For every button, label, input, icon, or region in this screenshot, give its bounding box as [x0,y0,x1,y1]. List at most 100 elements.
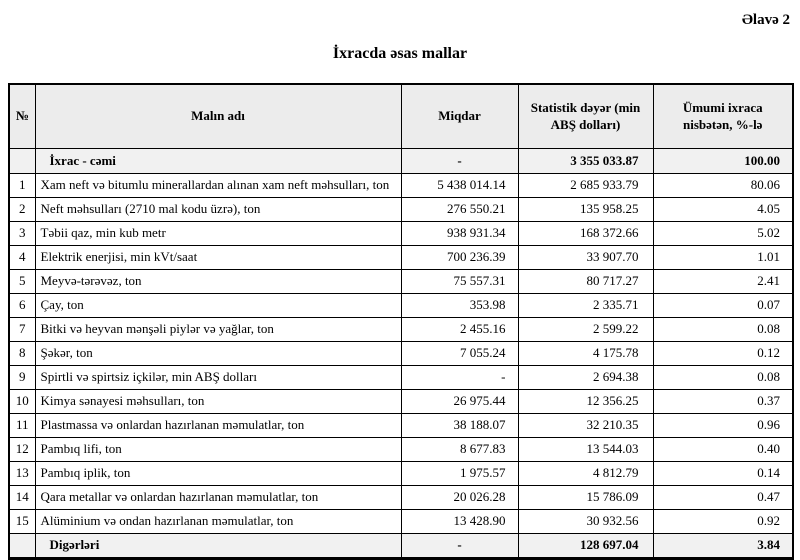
cell-share: 1.01 [652,244,794,270]
cell-name: Qara metallar və onlardan hazırlanan məm… [34,484,402,510]
table-row: 15 Alüminium və ondan hazırlanan məmulatl… [8,508,794,534]
table-row: 1 Xam neft və bitumlu minerallardan alına… [8,172,794,198]
cell-no: 4 [8,244,36,270]
cell-no [8,147,36,174]
cell-quantity: 75 557.31 [400,268,519,294]
cell-name: Təbii qaz, min kub metr [34,220,402,246]
cell-no: 9 [8,364,36,390]
cell-share: 80.06 [652,172,794,198]
table-row: 10 Kimya sənayesi məhsulları, ton 26 975.4… [8,388,794,414]
table-header-row: № Malın adı Miqdar Statistik dəyər (min … [8,83,794,149]
cell-value: 15 786.09 [517,484,654,510]
cell-quantity: - [400,147,519,174]
cell-name: Digərləri [34,532,402,559]
table-row: 8 Şəkər, ton 7 055.24 4 175.78 0.12 [8,340,794,366]
cell-quantity: 5 438 014.14 [400,172,519,198]
table-row: 4 Elektrik enerjisi, min kVt/saat 700 236.… [8,244,794,270]
cell-no: 3 [8,220,36,246]
cell-name: İxrac - cəmi [34,147,402,174]
cell-value: 168 372.66 [517,220,654,246]
cell-value: 2 599.22 [517,316,654,342]
cell-name: Spirtli və spirtsiz içkilər, min ABŞ dol… [34,364,402,390]
summary-row: İxrac - cəmi -3 355 033.87 100.00 [8,147,794,174]
cell-value: 2 694.38 [517,364,654,390]
cell-share: 0.40 [652,436,794,462]
cell-share: 0.92 [652,508,794,534]
cell-no: 12 [8,436,36,462]
cell-share: 0.12 [652,340,794,366]
cell-name: Pambıq iplik, ton [34,460,402,486]
cell-no: 14 [8,484,36,510]
cell-value: 80 717.27 [517,268,654,294]
table-row: 6 Çay, ton 353.98 2 335.71 0.07 [8,292,794,318]
cell-no: 5 [8,268,36,294]
table-row: 14 Qara metallar və onlardan hazırlanan m… [8,484,794,510]
cell-quantity: 7 055.24 [400,340,519,366]
cell-quantity: 8 677.83 [400,436,519,462]
cell-value: 32 210.35 [517,412,654,438]
cell-value: 128 697.04 [517,532,654,559]
cell-value: 4 812.79 [517,460,654,486]
table-row: 12 Pambıq lifi, ton 8 677.83 13 544.03 0.40 [8,436,794,462]
cell-share: 5.02 [652,220,794,246]
cell-name: Meyvə-tərəvəz, ton [34,268,402,294]
cell-share: 0.08 [652,316,794,342]
table-row: 5 Meyvə-tərəvəz, ton 75 557.31 80 717.27 2.4… [8,268,794,294]
cell-share: 3.84 [652,532,794,559]
cell-value: 135 958.25 [517,196,654,222]
cell-quantity: 276 550.21 [400,196,519,222]
cell-name: Neft məhsulları (2710 mal kodu üzrə), to… [34,196,402,222]
cell-quantity: 13 428.90 [400,508,519,534]
cell-quantity: 700 236.39 [400,244,519,270]
cell-share: 0.37 [652,388,794,414]
cell-name: Elektrik enerjisi, min kVt/saat [34,244,402,270]
cell-quantity: 1 975.57 [400,460,519,486]
column-header-share: Ümumi ixraca nisbətən, %-lə [652,83,794,149]
cell-value: 2 685 933.79 [517,172,654,198]
cell-share: 2.41 [652,268,794,294]
cell-share: 4.05 [652,196,794,222]
cell-name: Bitki və heyvan mənşəli piylər və yağlar… [34,316,402,342]
cell-name: Pambıq lifi, ton [34,436,402,462]
cell-no: 13 [8,460,36,486]
cell-quantity: 26 975.44 [400,388,519,414]
cell-no: 6 [8,292,36,318]
page-title: İxracda əsas mallar [332,45,468,62]
cell-value: 33 907.70 [517,244,654,270]
cell-share: 0.07 [652,292,794,318]
cell-quantity: - [400,532,519,559]
cell-share: 0.96 [652,412,794,438]
cell-name: Alüminium və ondan hazırlanan məmulatlar… [34,508,402,534]
table-row: 2 Neft məhsulları (2710 mal kodu üzrə), t… [8,196,794,222]
table-row: 13 Pambıq iplik, ton 1 975.57 4 812.79 0.14 [8,460,794,486]
cell-quantity: 938 931.34 [400,220,519,246]
cell-no: 11 [8,412,36,438]
cell-quantity: 2 455.16 [400,316,519,342]
cell-value: 2 335.71 [517,292,654,318]
table-body: İxrac - cəmi -3 355 033.87 100.00 1 Xam neft… [8,147,794,559]
column-header-quantity: Miqdar [400,83,519,149]
cell-name: Çay, ton [34,292,402,318]
column-header-no: № [8,83,36,149]
cell-no: 2 [8,196,36,222]
cell-quantity: - [400,364,519,390]
column-header-value: Statistik dəyər (min ABŞ dolları) [517,83,654,149]
cell-no: 8 [8,340,36,366]
annex-label: Əlavə 2 [741,12,790,28]
cell-share: 0.47 [652,484,794,510]
cell-quantity: 353.98 [400,292,519,318]
cell-quantity: 38 188.07 [400,412,519,438]
cell-name: Şəkər, ton [34,340,402,366]
cell-share: 100.00 [652,147,794,174]
table-row: 7 Bitki və heyvan mənşəli piylər və yağla… [8,316,794,342]
cell-value: 13 544.03 [517,436,654,462]
table-row: 11 Plastmassa və onlardan hazırlanan məmu… [8,412,794,438]
table-row: 3 Təbii qaz, min kub metr 938 931.34 168 37… [8,220,794,246]
cell-no: 7 [8,316,36,342]
cell-no: 10 [8,388,36,414]
cell-value: 4 175.78 [517,340,654,366]
cell-value: 12 356.25 [517,388,654,414]
cell-no: 15 [8,508,36,534]
cell-name: Plastmassa və onlardan hazırlanan məmula… [34,412,402,438]
